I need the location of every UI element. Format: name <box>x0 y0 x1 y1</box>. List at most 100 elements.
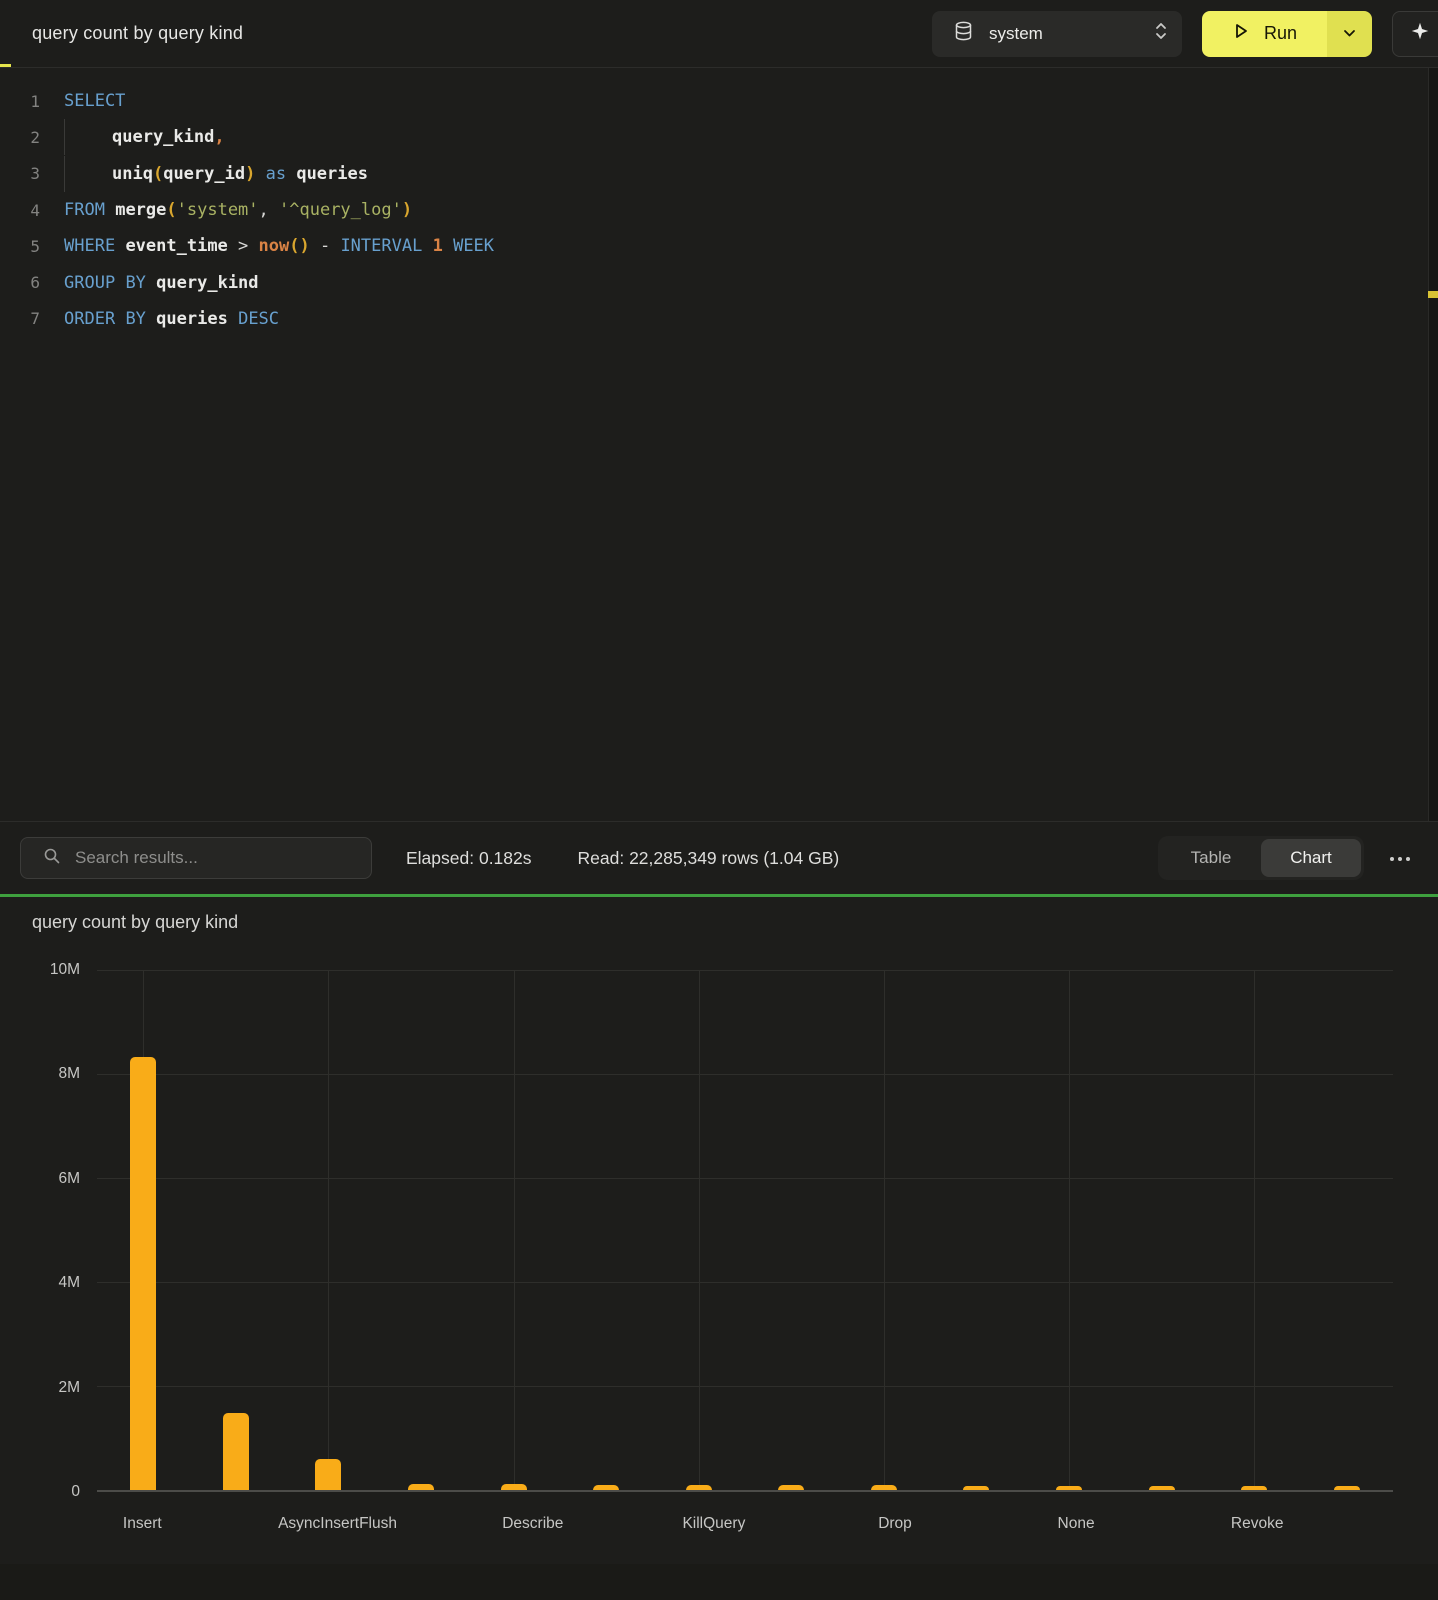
h-gridline <box>97 1178 1393 1179</box>
bar-slot <box>375 970 468 1490</box>
v-gridline <box>513 970 515 1490</box>
topbar-actions: system Run <box>932 10 1438 57</box>
y-tick-label: 0 <box>71 1483 80 1500</box>
search-results-input[interactable] <box>75 848 335 868</box>
code-text: SELECT <box>64 91 126 112</box>
y-axis-labels: 10M 8M 6M 4M 2M 0 <box>0 961 80 1500</box>
bar-KillQuery[interactable] <box>685 1484 712 1490</box>
code-line[interactable]: 3 uniq(query_id) as queries <box>0 155 1438 192</box>
code-line[interactable]: 5 WHERE event_time > now() - INTERVAL 1 W… <box>0 228 1438 264</box>
code-text: WHERE event_time > now() - INTERVAL 1 WE… <box>64 236 495 257</box>
scrollbar-cursor-marker <box>1428 291 1438 298</box>
bar-slot <box>1208 970 1301 1490</box>
x-tick-label: Revoke <box>1230 1515 1284 1532</box>
results-toolbar: Elapsed: 0.182s Read: 22,285,349 rows (1… <box>0 821 1438 894</box>
bar-unlabeled-3[interactable] <box>408 1483 435 1490</box>
sparkle-icon <box>1409 20 1431 47</box>
bar-slot <box>190 970 283 1490</box>
y-tick-label: 8M <box>58 1065 80 1083</box>
bar-slot <box>930 970 1023 1490</box>
code-line[interactable]: 4 FROM merge('system', '^query_log') <box>0 192 1438 228</box>
bar-unlabeled-11[interactable] <box>1148 1485 1175 1490</box>
line-number: 4 <box>30 200 40 220</box>
bar-slots <box>97 970 1393 1490</box>
database-icon <box>954 21 973 46</box>
y-tick-label: 6M <box>58 1169 80 1187</box>
bar-unlabeled-13[interactable] <box>1333 1486 1360 1490</box>
chart-section-divider <box>0 894 1438 897</box>
run-options-button[interactable] <box>1327 10 1372 57</box>
v-gridline <box>883 970 885 1490</box>
x-tick-label <box>578 1515 669 1533</box>
y-tick-label: 4M <box>58 1274 80 1292</box>
x-tick-label <box>1302 1515 1393 1533</box>
updown-chevron-icon <box>1154 21 1168 46</box>
tab-chart[interactable]: Chart <box>1261 839 1361 877</box>
code-text: ORDER BY queries DESC <box>64 308 280 329</box>
code-text: query_kind, <box>64 119 225 156</box>
chart-plot-area <box>97 970 1393 1492</box>
bar-slot <box>97 970 190 1490</box>
y-tick-label: 2M <box>58 1378 80 1396</box>
play-icon <box>1232 22 1250 45</box>
sql-editor[interactable]: 1 SELECT 2 query_kind, 3 uniq(query_id) as qu… <box>0 68 1438 821</box>
x-tick-label: AsyncInsertFlush <box>278 1515 397 1532</box>
x-tick-label: Insert <box>122 1515 162 1532</box>
x-axis-labels: Insert AsyncInsertFlush Describe KillQuery D… <box>97 1515 1393 1533</box>
bar-Drop[interactable] <box>870 1485 897 1490</box>
h-gridline <box>97 1282 1393 1283</box>
search-results-box[interactable] <box>20 837 372 879</box>
code-text: uniq(query_id) as queries <box>64 155 368 192</box>
x-tick-label <box>1121 1515 1212 1533</box>
view-toggle: Table Chart <box>1158 836 1364 880</box>
page-footer <box>0 1564 1438 1600</box>
active-tab-indicator <box>0 64 11 67</box>
x-tick-label <box>188 1515 279 1533</box>
v-gridline <box>1254 970 1256 1490</box>
chart-section: query count by query kind 10M 8M 6M 4M 2M 0 I… <box>0 897 1438 1599</box>
h-gridline <box>97 1074 1393 1075</box>
format-query-button[interactable] <box>1392 10 1438 57</box>
query-title: query count by query kind <box>32 23 244 43</box>
line-number: 3 <box>30 164 40 184</box>
code-lines: 1 SELECT 2 query_kind, 3 uniq(query_id) as qu… <box>0 83 1438 337</box>
view-controls: Table Chart <box>1158 836 1418 880</box>
ellipsis-icon <box>1389 849 1411 867</box>
search-icon <box>43 847 61 870</box>
code-line[interactable]: 6 GROUP BY query_kind <box>0 264 1438 300</box>
bar-unlabeled-5[interactable] <box>593 1484 620 1490</box>
topbar: query count by query kind system <box>0 0 1438 68</box>
read-rows-stat: Read: 22,285,349 rows (1.04 GB) <box>577 847 840 868</box>
line-number: 1 <box>30 91 40 111</box>
code-line[interactable]: 7 ORDER BY queries DESC <box>0 301 1438 337</box>
bar-Revoke[interactable] <box>1241 1486 1268 1490</box>
bar-slot <box>1301 970 1394 1490</box>
bar-Insert[interactable] <box>130 1057 157 1490</box>
bar-slot <box>1115 970 1208 1490</box>
x-tick-label <box>940 1515 1031 1533</box>
bar-unlabeled-9[interactable] <box>963 1485 990 1490</box>
v-gridline <box>328 970 330 1490</box>
bar-AsyncInsertFlush[interactable] <box>315 1458 342 1490</box>
x-tick-label: None <box>1057 1515 1095 1532</box>
tab-table[interactable]: Table <box>1190 848 1232 867</box>
line-number: 2 <box>30 127 40 147</box>
code-line[interactable]: 2 query_kind, <box>0 119 1438 156</box>
x-tick-label <box>759 1515 850 1533</box>
h-gridline <box>97 970 1393 971</box>
bar-None[interactable] <box>1056 1485 1083 1490</box>
x-tick-label: Drop <box>878 1515 912 1532</box>
run-button[interactable]: Run <box>1202 10 1327 57</box>
bar-unlabeled-7[interactable] <box>778 1485 805 1490</box>
editor-scrollbar[interactable] <box>1428 68 1438 821</box>
x-tick-label: Describe <box>502 1515 564 1532</box>
x-tick-label: KillQuery <box>682 1515 746 1532</box>
bar-slot <box>560 970 653 1490</box>
bar-unlabeled-1[interactable] <box>222 1413 249 1490</box>
more-options-button[interactable] <box>1382 840 1418 876</box>
code-line[interactable]: 1 SELECT <box>0 83 1438 119</box>
bar-chart: 10M 8M 6M 4M 2M 0 Insert AsyncInsertFlush Descr… <box>0 961 1438 1590</box>
bar-Describe[interactable] <box>500 1484 527 1490</box>
database-selector[interactable]: system <box>932 10 1182 57</box>
